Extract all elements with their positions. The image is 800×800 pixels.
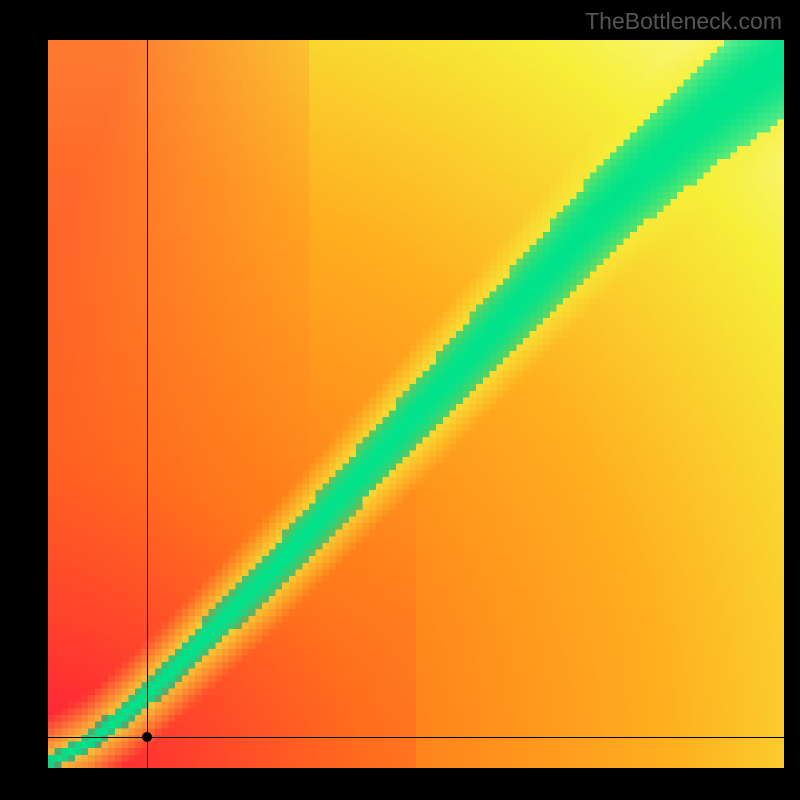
crosshair-horizontal [48, 737, 784, 738]
crosshair-vertical [147, 40, 148, 768]
watermark-text: TheBottleneck.com [585, 8, 782, 35]
heatmap-plot [48, 40, 784, 768]
crosshair-marker [142, 732, 152, 742]
heatmap-canvas [48, 40, 784, 768]
